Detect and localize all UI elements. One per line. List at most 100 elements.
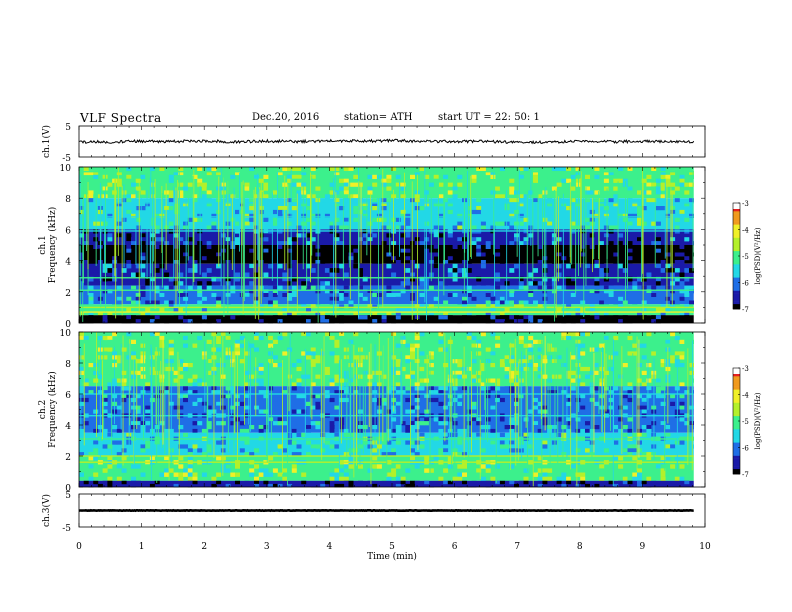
spectral-cell xyxy=(414,425,420,430)
spectral-cell xyxy=(410,355,415,360)
spectral-cell xyxy=(296,202,302,207)
spectral-cell xyxy=(594,386,600,391)
spectral-cell xyxy=(291,382,297,387)
spectral-cell xyxy=(230,363,236,368)
spectral-cell xyxy=(145,174,151,179)
spectral-cell xyxy=(230,386,236,391)
sferic xyxy=(429,352,431,481)
spectral-cell xyxy=(391,182,397,187)
spectral-cell xyxy=(107,355,113,360)
spectral-cell xyxy=(324,355,330,360)
spectral-cell xyxy=(88,190,94,195)
spectral-cell xyxy=(348,256,354,261)
spectral-cell xyxy=(499,213,505,218)
spectral-cell xyxy=(589,307,595,312)
spectral-cell xyxy=(414,480,420,485)
spectral-cell xyxy=(306,241,311,246)
colorbar-segment xyxy=(733,218,740,222)
colorbar-segment xyxy=(733,463,740,467)
spectral-cell xyxy=(235,237,240,242)
spectral-cell xyxy=(490,425,496,430)
spectral-cell xyxy=(433,440,439,445)
spectral-cell xyxy=(372,304,378,309)
sferic xyxy=(370,193,372,317)
spectral-cell xyxy=(343,464,349,469)
colorbar-segment xyxy=(733,240,740,244)
spectral-cell xyxy=(646,198,652,203)
spectral-cell xyxy=(466,225,472,230)
spectral-cell xyxy=(358,209,363,215)
spectral-cell xyxy=(372,182,378,187)
spectral-cell xyxy=(263,480,269,485)
spectral-cell xyxy=(358,268,363,273)
spectral-cell xyxy=(490,304,496,309)
spectral-cell xyxy=(121,382,127,387)
spectral-cell xyxy=(79,319,84,324)
spectral-cell xyxy=(646,190,652,195)
spectral-cell xyxy=(533,421,538,426)
spectral-cell xyxy=(533,285,538,290)
spectral-cell xyxy=(471,405,477,410)
spectral-cell xyxy=(329,472,335,477)
spectral-cell xyxy=(566,370,572,375)
spectral-cell xyxy=(395,378,401,383)
spectral-cell xyxy=(646,343,652,348)
spectral-cell xyxy=(660,468,666,473)
spectral-cell xyxy=(116,221,122,226)
spectral-cell xyxy=(306,355,311,360)
spectral-cell xyxy=(310,401,316,406)
spectral-cell xyxy=(79,178,84,183)
spectral-cell xyxy=(386,225,392,230)
sferic xyxy=(463,346,465,458)
colorbar-segment xyxy=(733,394,740,398)
spectral-cell xyxy=(239,343,245,348)
spectral-cell xyxy=(353,332,359,337)
spectral-cell xyxy=(140,444,146,449)
spectral-cell xyxy=(121,386,127,391)
spectral-cell xyxy=(410,480,415,485)
spectral-cell xyxy=(457,300,463,305)
spectral-cell xyxy=(88,237,94,242)
spectral-cell xyxy=(343,272,349,278)
spectral-cell xyxy=(249,472,255,477)
sferic xyxy=(506,190,508,302)
spectral-cell xyxy=(518,276,524,282)
spectral-cell xyxy=(471,281,477,286)
spectral-cell xyxy=(655,394,661,399)
colorbar-segment xyxy=(733,442,740,446)
spectral-cell xyxy=(632,456,638,461)
spectral-cell xyxy=(329,405,335,410)
spectral-cell xyxy=(79,448,84,453)
spectral-cell xyxy=(116,476,122,482)
colorbar-segment xyxy=(733,471,740,475)
spectral-cell xyxy=(561,332,567,337)
spectral-cell xyxy=(523,432,529,437)
spectral-cell xyxy=(230,221,236,226)
spectral-cell xyxy=(580,252,586,257)
spectral-cell xyxy=(320,401,326,406)
spectral-cell xyxy=(518,339,524,344)
colorbar-segment xyxy=(733,256,740,259)
spectral-cell xyxy=(637,405,642,410)
spectral-cell xyxy=(476,351,482,356)
spectral-cell xyxy=(362,202,368,207)
spectral-cell xyxy=(466,335,472,341)
spectral-cell xyxy=(660,456,666,461)
spectral-cell xyxy=(646,394,652,399)
sferic xyxy=(484,354,486,410)
spectral-cell xyxy=(93,378,99,383)
spectral-cell xyxy=(173,405,179,410)
spectral-cell xyxy=(504,366,510,372)
spectral-cell xyxy=(220,394,226,399)
spectral-cell xyxy=(523,315,529,320)
spectral-cell xyxy=(131,339,136,344)
spectral-cell xyxy=(655,452,661,457)
spectral-cell xyxy=(476,370,482,375)
spectral-cell xyxy=(660,167,666,172)
spectral-cell xyxy=(192,319,198,324)
spectral-cell xyxy=(296,452,302,457)
spectral-cell xyxy=(424,417,430,422)
spectral-cell xyxy=(168,285,174,290)
spectral-cell xyxy=(324,440,330,445)
spectral-cell xyxy=(239,198,245,203)
